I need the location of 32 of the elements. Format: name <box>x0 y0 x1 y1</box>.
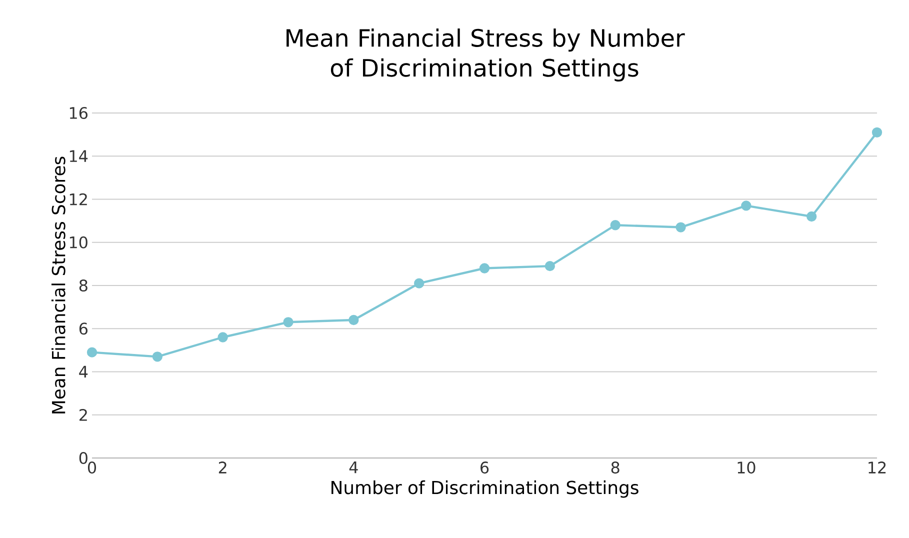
point <box>218 332 228 342</box>
point <box>479 263 490 274</box>
x-tick-label: 4 <box>349 462 358 474</box>
y-axis-title: Mean Financial Stress Scores <box>51 156 66 414</box>
point <box>348 314 359 326</box>
y-tick-label: 8 <box>79 279 88 292</box>
x-tick-label: 8 <box>611 462 620 474</box>
x-tick-label: 0 <box>88 462 96 474</box>
point <box>283 317 294 328</box>
y-tick-label: 12 <box>70 193 87 206</box>
x-tick-label: 12 <box>868 462 886 474</box>
point <box>544 261 555 272</box>
point <box>741 200 752 211</box>
y-tick-label: 0 <box>79 452 88 464</box>
point <box>806 211 817 222</box>
point <box>610 220 620 230</box>
y-tick-label: 16 <box>70 106 88 120</box>
point <box>414 278 424 288</box>
point <box>152 352 162 362</box>
y-tick-label: 10 <box>70 236 88 248</box>
x-tick-label: 6 <box>480 462 489 474</box>
x-axis-title: Number of Discrimination Settings <box>332 480 638 498</box>
y-tick-label: 4 <box>79 366 88 378</box>
x-tick-label: 10 <box>738 462 756 474</box>
point <box>872 127 882 138</box>
point <box>86 347 98 358</box>
point <box>676 222 686 232</box>
y-tick-label: 2 <box>80 408 87 421</box>
x-tick-label: 2 <box>218 462 226 474</box>
y-tick-label: 6 <box>79 322 88 335</box>
y-tick-label: 14 <box>70 150 88 162</box>
chart-title: Mean Financial Stress by Number of Discrimination Settings <box>286 28 685 82</box>
